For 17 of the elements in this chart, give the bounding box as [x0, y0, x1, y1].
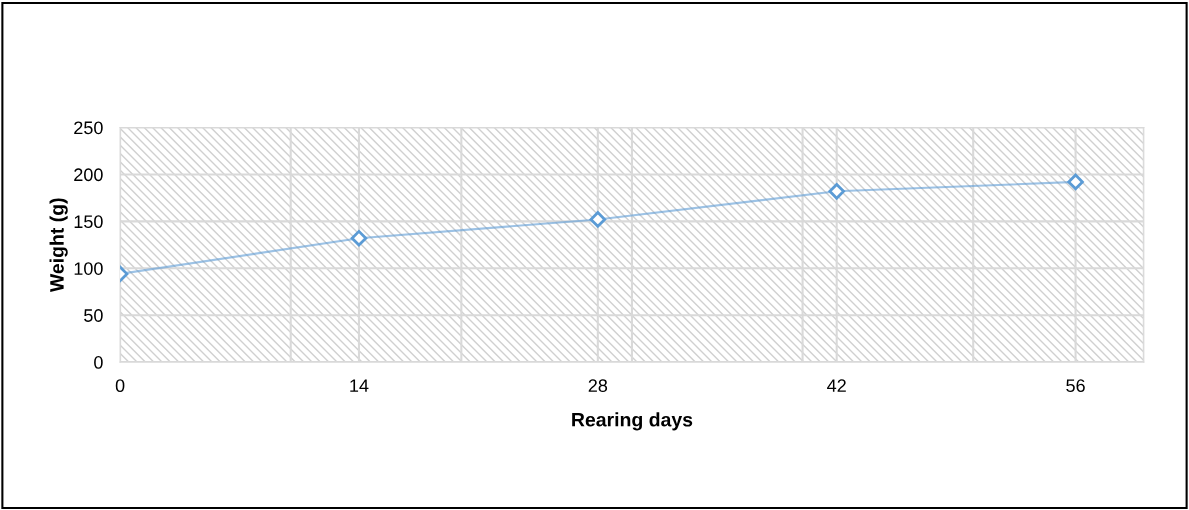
- x-tick-label: 28: [588, 379, 608, 393]
- x-tick-label: 0: [115, 379, 125, 393]
- y-axis-title: Weight (g): [49, 198, 68, 293]
- x-tick-label: 42: [827, 379, 846, 392]
- y-tick-label: 150: [74, 215, 103, 229]
- point: [589, 211, 607, 228]
- y-tick-label: 100: [74, 262, 103, 275]
- x-tick-label: 56: [1066, 379, 1085, 393]
- y-tick-label: 0: [94, 356, 103, 369]
- point: [1067, 173, 1084, 191]
- point: [828, 183, 845, 200]
- x-axis-title: Rearing days: [572, 412, 693, 431]
- y-tick-label: 250: [74, 121, 103, 135]
- x-tick-label: 14: [350, 379, 369, 392]
- y-tick-label: 50: [84, 309, 103, 322]
- point: [350, 229, 368, 247]
- y-tick-label: 200: [74, 168, 103, 182]
